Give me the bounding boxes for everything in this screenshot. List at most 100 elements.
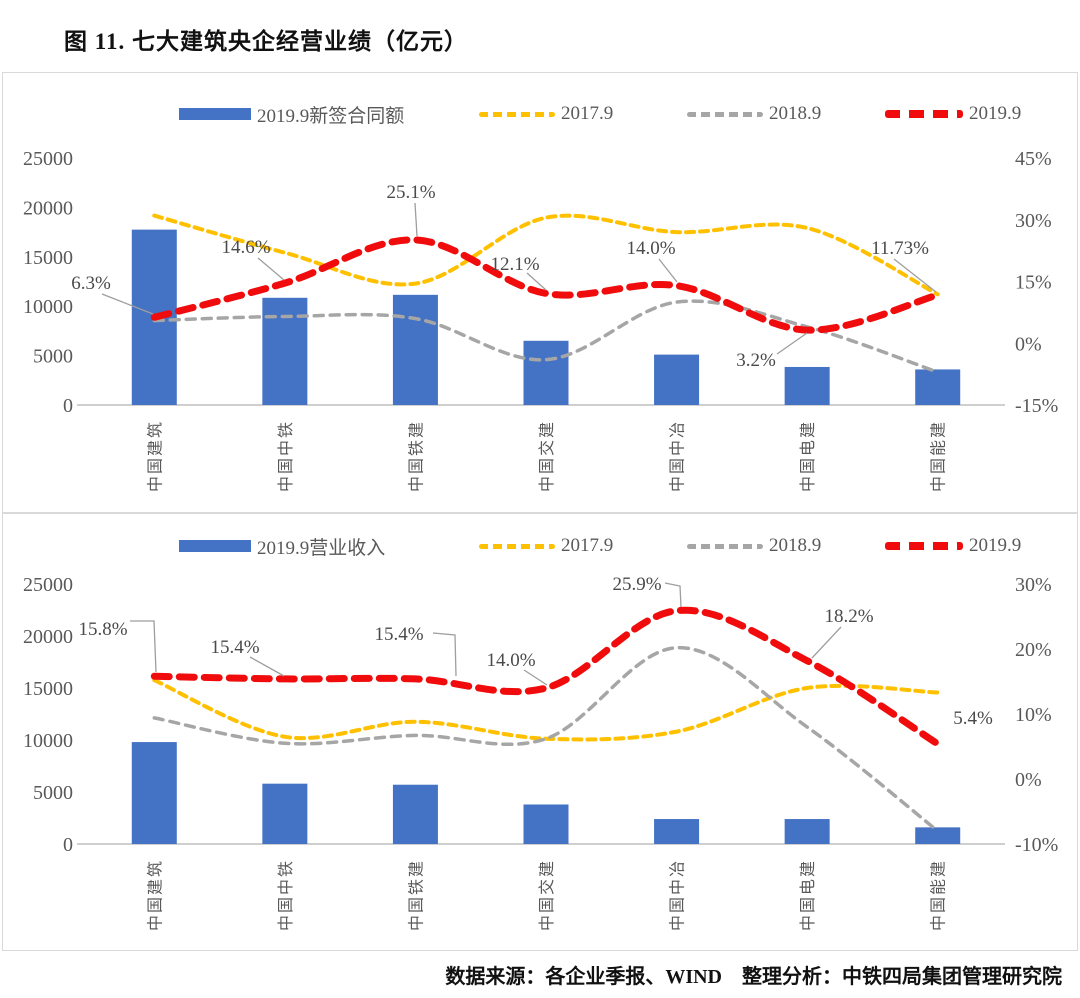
data-label-3.2%: 3.2% [736,350,776,371]
legend-label: 2019.9营业收入 [257,537,386,559]
data-label-25.1%: 25.1% [386,182,435,203]
legend-dash-swatch [479,543,555,549]
data-label-15.4%: 15.4% [374,624,423,645]
left-axis-tick: 15000 [23,678,73,700]
right-axis-tick: 20% [1015,639,1052,661]
label-leader-line [664,582,682,608]
legend-bar-swatch [179,108,251,120]
right-axis-tick: 45% [1015,148,1052,170]
bar-中国能建 [915,369,961,405]
label-leader-line [101,293,154,315]
bar-中国中铁 [262,783,308,844]
new-contracts-chart: 0 5000 10000 15000 20000 25000 -15% 0% 15% 30% 45%… [23,148,1058,492]
bar-中国交建 [523,340,569,405]
legend-label: 2019.9 [969,103,1022,124]
category-label-中国铁建: 中国铁建 [407,420,425,492]
left-axis-tick: 10000 [23,296,73,318]
bar-中国交建 [523,804,569,844]
bar-中国电建 [784,819,830,844]
left-axis-tick: 5000 [33,782,73,804]
left-axis-tick: 15000 [23,247,73,269]
left-axis-tick: 0 [63,834,73,856]
line-2019.9 [150,236,942,334]
label-leader-line [414,202,418,237]
label-leader-line [257,257,285,281]
legend-item-2019.9营业收入: 2019.9营业收入 [179,538,385,559]
label-leader-line [130,620,157,673]
legend-bar-swatch [179,540,251,552]
line-2017.9 [152,213,940,297]
legend-item-2017.9: 2017.9 [479,103,614,124]
legend-item-2018.9: 2018.9 [687,103,821,124]
left-axis-tick: 25000 [23,574,73,596]
right-axis-tick: 0% [1015,333,1042,355]
legend-item-2019.9: 2019.9 [885,103,1022,124]
line-2017.9 [152,678,940,742]
right-axis-tick: 10% [1015,704,1052,726]
category-label-中国铁建: 中国铁建 [407,859,425,931]
legend-label: 2018.9 [769,535,822,556]
data-label-15.4%: 15.4% [210,637,259,658]
legend-item-2019.9: 2019.9 [885,535,1022,556]
category-label-中国能建: 中国能建 [930,420,948,492]
left-axis-tick: 0 [63,395,73,417]
legend-dash-swatch [687,543,763,549]
page-title: 图 11. 七大建筑央企经营业绩（亿元） [64,29,468,54]
label-leader-line [658,258,678,283]
data-label-14.6%: 14.6% [221,237,270,258]
bar-中国铁建 [392,294,438,405]
legend-dash-swatch [687,111,763,117]
legend-label: 2019.9 [969,535,1022,556]
label-leader-line [893,258,937,293]
source-note: 数据来源：各企业季报、WIND 整理分析：中铁四局集团管理研究院 [445,966,1062,988]
label-leader-line [523,669,548,686]
category-label-中国中冶: 中国中冶 [669,859,687,931]
right-axis-tick: 0% [1015,769,1042,791]
right-axis-tick: -15% [1015,395,1058,417]
category-label-中国电建: 中国电建 [799,859,817,931]
bar-中国铁建 [392,784,438,844]
right-axis-tick: 30% [1015,574,1052,596]
category-label-中国建筑: 中国建筑 [146,420,164,492]
left-axis-tick: 10000 [23,730,73,752]
legend-item-2019.9新签合同额: 2019.9新签合同额 [179,106,404,127]
category-label-中国中铁: 中国中铁 [277,420,295,492]
data-label-15.8%: 15.8% [78,619,127,640]
bar-中国中铁 [262,297,308,405]
left-axis-tick: 20000 [23,197,73,219]
left-axis-tick: 20000 [23,626,73,648]
legend-label: 2019.9新签合同额 [257,105,405,127]
bar-中国中冶 [654,819,700,844]
label-leader-line [526,272,547,291]
category-label-中国能建: 中国能建 [930,859,948,931]
category-label-中国交建: 中国交建 [538,420,556,492]
data-label-11.73%: 11.73% [871,238,929,259]
legend-item-2018.9: 2018.9 [687,535,822,556]
category-label-中国中铁: 中国中铁 [277,859,295,931]
bar-中国电建 [784,366,830,405]
legend-dash-swatch [479,111,555,117]
label-leader-line [811,626,842,659]
data-label-14.0%: 14.0% [486,650,535,671]
legend-label: 2017.9 [561,103,614,124]
line-2019.9 [150,606,942,748]
line-2018.9 [152,645,940,833]
category-label-中国交建: 中国交建 [538,859,556,931]
label-leader-line [776,332,808,355]
revenue-chart: 0 5000 10000 15000 20000 25000 -10% 0% 10% 20% 30%… [23,574,1058,931]
revenue-chart-panel: 2019.9营业收入 2017.9 2018.9 2019.9 0 5000 10000 1… [2,513,1078,951]
right-axis-tick: -10% [1015,834,1058,856]
data-label-14.0%: 14.0% [626,238,675,259]
right-axis-tick: 30% [1015,210,1052,232]
legend-item-2017.9: 2017.9 [479,535,613,556]
legend-dash-swatch [885,542,963,550]
bar-中国中冶 [654,354,700,405]
left-axis-tick: 5000 [33,346,73,368]
category-label-中国中冶: 中国中冶 [669,420,687,492]
data-label-5.4%: 5.4% [953,708,993,729]
bar-中国建筑 [131,742,177,844]
data-label-12.1%: 12.1% [490,254,539,275]
label-leader-line [432,632,457,677]
data-label-25.9%: 25.9% [612,574,661,595]
